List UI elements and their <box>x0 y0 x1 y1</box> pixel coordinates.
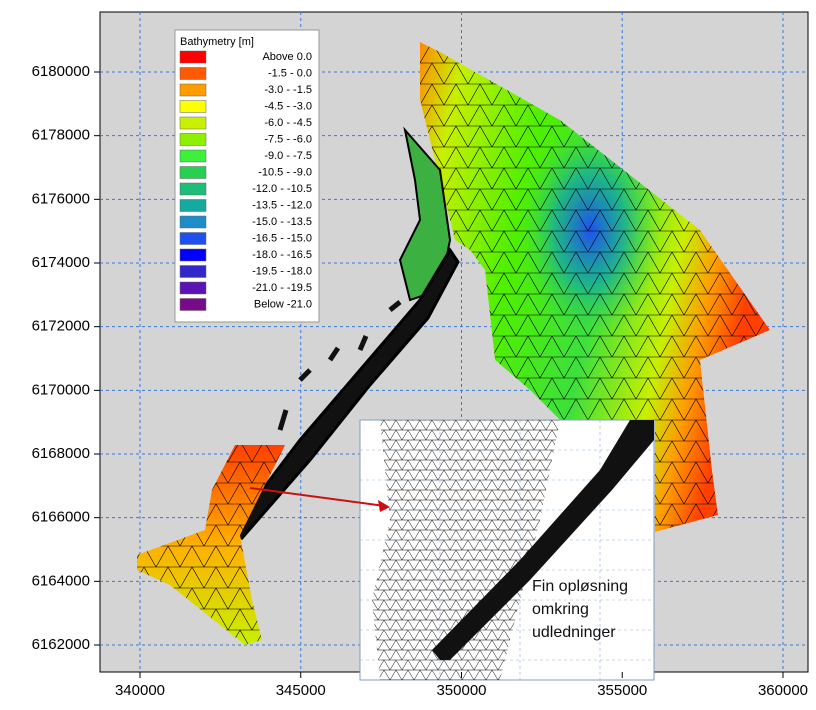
annotation-text: udledninger <box>532 624 616 641</box>
legend-label: -13.5 - -12.0 <box>252 199 312 211</box>
legend-swatch <box>180 167 206 179</box>
annotation-text: omkring <box>532 601 589 618</box>
y-tick-label: 6174000 <box>32 254 90 271</box>
y-tick-label: 6166000 <box>32 509 90 526</box>
legend-swatch <box>180 68 206 80</box>
legend-label: -12.0 - -10.5 <box>252 183 312 195</box>
legend-label: -18.0 - -16.5 <box>252 249 312 261</box>
legend-label: -7.5 - -6.0 <box>264 133 312 145</box>
legend-swatch <box>180 299 206 311</box>
legend-swatch <box>180 249 206 261</box>
legend-title: Bathymetry [m] <box>180 36 254 48</box>
y-tick-label: 6178000 <box>32 127 90 144</box>
legend-swatch <box>180 150 206 162</box>
legend-label: -6.0 - -4.5 <box>264 117 312 129</box>
legend-swatch <box>180 282 206 294</box>
y-tick-label: 6170000 <box>32 381 90 398</box>
legend-swatch <box>180 134 206 146</box>
legend-swatch <box>180 183 206 195</box>
x-tick-label: 345000 <box>276 682 326 699</box>
legend-swatch <box>180 200 206 212</box>
legend-swatch <box>180 84 206 96</box>
inset: Fin opløsning omkring udledninger <box>360 420 654 680</box>
legend-label: -15.0 - -13.5 <box>252 216 312 228</box>
x-tick-label: 350000 <box>436 682 486 699</box>
legend-label: Above 0.0 <box>262 51 312 63</box>
map: Fin opløsning omkring udledninger Bathymet… <box>0 0 816 705</box>
x-tick-label: 355000 <box>597 682 647 699</box>
legend-label: -3.0 - -1.5 <box>264 84 312 96</box>
y-tick-label: 6162000 <box>32 636 90 653</box>
legend-label: -19.5 - -18.0 <box>252 265 312 277</box>
legend-label: -1.5 - 0.0 <box>268 67 312 79</box>
annotation-text: Fin opløsning <box>532 578 628 595</box>
y-tick-label: 6180000 <box>32 63 90 80</box>
legend-label: -21.0 - -19.5 <box>252 282 312 294</box>
legend-swatch <box>180 266 206 278</box>
x-tick-label: 360000 <box>758 682 808 699</box>
legend-label: -9.0 - -7.5 <box>264 150 312 162</box>
legend-label: -10.5 - -9.0 <box>258 166 312 178</box>
y-tick-label: 6172000 <box>32 318 90 335</box>
legend-swatch <box>180 216 206 228</box>
legend: Bathymetry [m] Above 0.0 -1.5 - 0.0 -3.0 -… <box>175 30 319 322</box>
legend-swatch <box>180 51 206 63</box>
legend-swatch <box>180 117 206 129</box>
legend-label: -4.5 - -3.0 <box>264 100 312 112</box>
legend-swatch <box>180 101 206 113</box>
y-tick-label: 6176000 <box>32 190 90 207</box>
x-tick-label: 340000 <box>115 682 165 699</box>
legend-swatch <box>180 233 206 245</box>
legend-label: -16.5 - -15.0 <box>252 232 312 244</box>
y-tick-label: 6168000 <box>32 445 90 462</box>
y-tick-label: 6164000 <box>32 572 90 589</box>
legend-label: Below -21.0 <box>254 298 312 310</box>
